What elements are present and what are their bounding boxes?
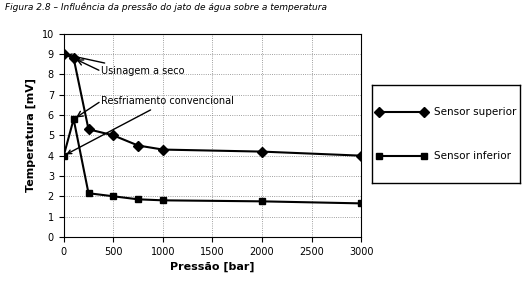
Sensor inferior	[160, 199, 166, 202]
Sensor inferior	[85, 191, 92, 195]
Sensor inferior	[135, 198, 141, 201]
Line: Sensor inferior: Sensor inferior	[60, 116, 365, 207]
Sensor superior	[358, 154, 364, 157]
Sensor inferior	[110, 195, 116, 198]
Sensor superior	[259, 150, 265, 153]
Sensor superior	[61, 52, 67, 56]
Text: Sensor inferior: Sensor inferior	[434, 151, 511, 161]
Sensor superior	[160, 148, 166, 151]
Y-axis label: Temperatura [mV]: Temperatura [mV]	[26, 78, 36, 192]
Text: Sensor superior: Sensor superior	[434, 107, 517, 117]
Sensor superior	[85, 127, 92, 131]
Line: Sensor superior: Sensor superior	[60, 51, 365, 159]
Text: Resfriamento convencional: Resfriamento convencional	[67, 96, 234, 154]
Sensor inferior	[358, 202, 364, 205]
Sensor superior	[135, 144, 141, 147]
X-axis label: Pressão [bar]: Pressão [bar]	[170, 262, 255, 272]
Text: Figura 2.8 – Influência da pressão do jato de água sobre a temperatura: Figura 2.8 – Influência da pressão do ja…	[5, 3, 327, 12]
Text: Usinagem a seco: Usinagem a seco	[68, 54, 185, 76]
Sensor inferior	[61, 154, 67, 157]
Sensor superior	[71, 56, 77, 60]
Sensor superior	[110, 134, 116, 137]
Sensor inferior	[71, 117, 77, 121]
Sensor inferior	[259, 200, 265, 203]
